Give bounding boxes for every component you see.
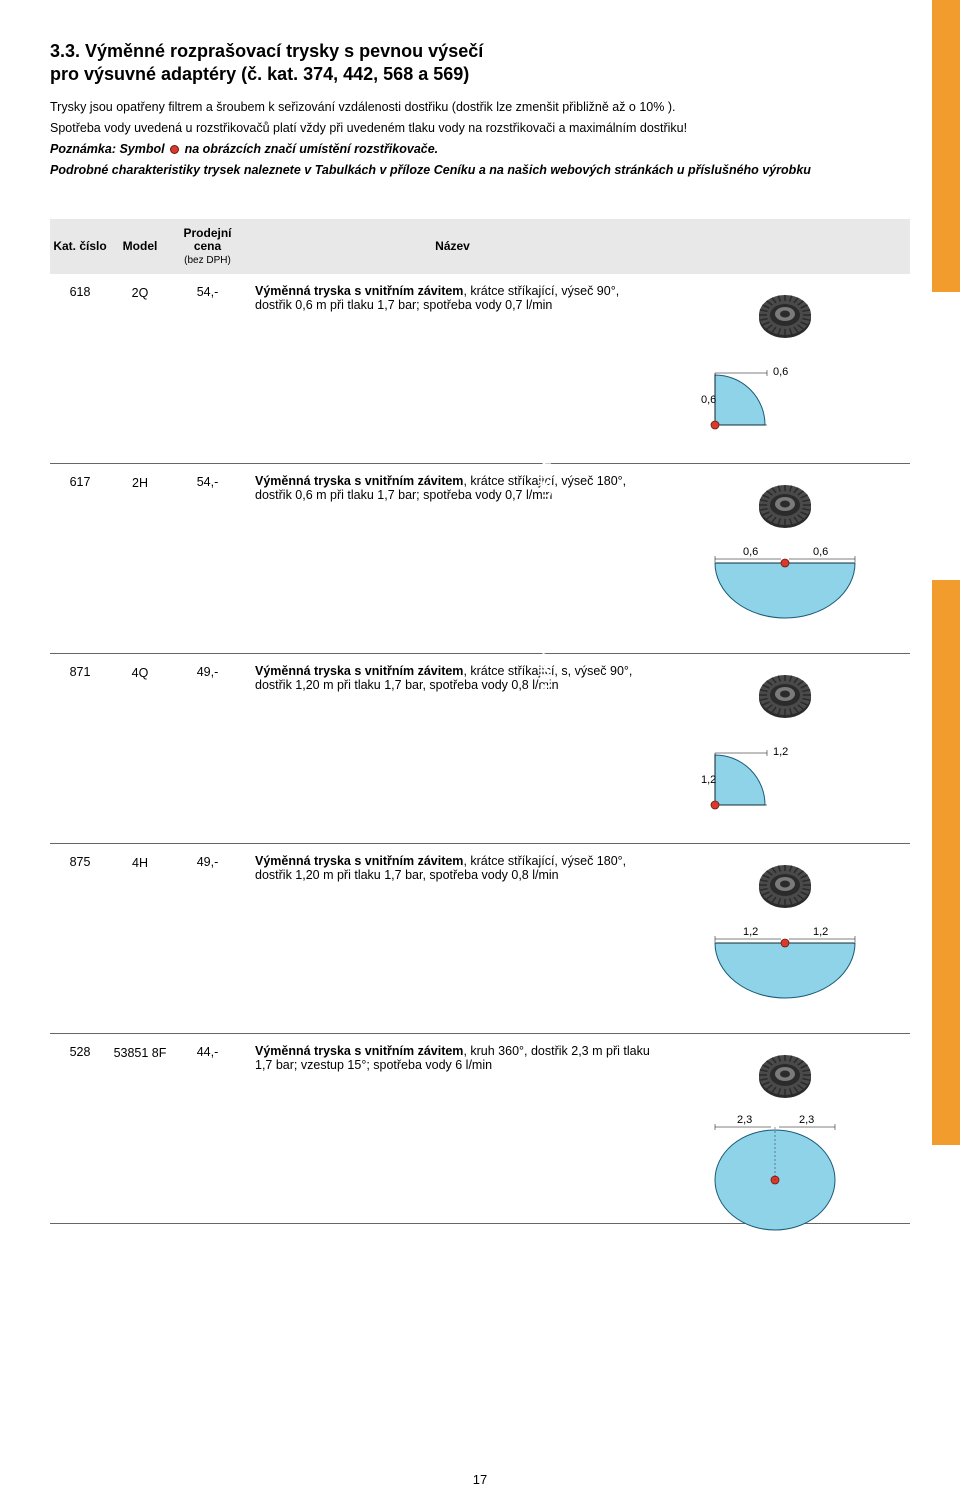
side-tab-top <box>932 0 960 292</box>
side-tab-label: Rozstřikovače, podpůrné příslušenství <box>538 300 556 860</box>
nozzle-image <box>755 480 815 532</box>
cell-price: 54,- <box>170 284 245 455</box>
svg-text:2,3: 2,3 <box>799 1114 814 1126</box>
spray-diagram: 1,2 1,2 <box>695 735 875 835</box>
header-price: Prodejní cena (bez DPH) <box>170 227 245 267</box>
nozzle-image <box>755 670 815 722</box>
svg-text:0,6: 0,6 <box>701 394 716 406</box>
side-tab-main: Rozstřikovače, podpůrné příslušenství <box>932 580 960 1145</box>
cell-price: 54,- <box>170 474 245 645</box>
section-title-line2: pro výsuvné adaptéry (č. kat. 374, 442, … <box>50 64 469 84</box>
svg-text:1,2: 1,2 <box>773 746 788 758</box>
table-row: 617 2H 54,- Výměnná tryska s vnitřním zá… <box>50 464 910 654</box>
cell-model: 2H <box>110 474 170 645</box>
intro-note2: Podrobné charakteristiky trysek naleznet… <box>50 162 910 179</box>
cell-kat: 871 <box>50 664 110 835</box>
cell-model: 2Q <box>110 284 170 455</box>
header-price-l2: cena <box>194 239 221 253</box>
cell-image: 0,6 0,6 <box>660 284 910 455</box>
table-header: Kat. číslo Model Prodejní cena (bez DPH)… <box>50 219 910 275</box>
intro-note-before: Poznámka: Symbol <box>50 142 165 156</box>
svg-text:0,6: 0,6 <box>773 366 788 378</box>
product-name-bold: Výměnná tryska s vnitřním závitem <box>255 1044 463 1058</box>
intro-note-after: na obrázcích značí umístění rozstřikovač… <box>185 142 439 156</box>
cell-kat: 875 <box>50 854 110 1025</box>
cell-price: 44,- <box>170 1044 245 1215</box>
table-row: 875 4H 49,- Výměnná tryska s vnitřním zá… <box>50 844 910 1034</box>
header-price-l1: Prodejní <box>183 226 231 240</box>
cell-model: 4H <box>110 854 170 1025</box>
table-row: 618 2Q 54,- Výměnná tryska s vnitřním zá… <box>50 274 910 464</box>
page: Rozstřikovače, podpůrné příslušenství 3.… <box>0 0 960 1503</box>
cell-price: 49,- <box>170 854 245 1025</box>
cell-kat: 528 <box>50 1044 110 1215</box>
cell-kat: 617 <box>50 474 110 645</box>
cell-model: 4Q <box>110 664 170 835</box>
cell-name: Výměnná tryska s vnitřním závitem, krátc… <box>245 474 660 645</box>
spray-diagram: 0,6 0,6 <box>695 355 875 455</box>
nozzle-image <box>755 1050 815 1102</box>
header-kat: Kat. číslo <box>50 240 110 253</box>
cell-model: 53851 8F <box>110 1044 170 1215</box>
cell-price: 49,- <box>170 664 245 835</box>
svg-text:1,2: 1,2 <box>743 926 758 938</box>
red-dot-icon <box>170 145 179 154</box>
table-row: 528 53851 8F 44,- Výměnná tryska s vnitř… <box>50 1034 910 1224</box>
cell-name: Výměnná tryska s vnitřním závitem, krátc… <box>245 284 660 455</box>
intro-p2: Spotřeba vody uvedená u rozstřikovačů pl… <box>50 120 910 137</box>
product-name-bold: Výměnná tryska s vnitřním závitem <box>255 664 463 678</box>
cell-image: 2,3 2,3 <box>660 1044 910 1215</box>
product-name-bold: Výměnná tryska s vnitřním závitem <box>255 284 463 298</box>
cell-image: 1,2 1,2 <box>660 854 910 1025</box>
header-name: Název <box>245 239 660 253</box>
section-title: 3.3. Výměnné rozprašovací trysky s pevno… <box>50 40 910 85</box>
header-price-l3: (bez DPH) <box>184 255 231 266</box>
header-model: Model <box>110 239 170 253</box>
rows-container: 618 2Q 54,- Výměnná tryska s vnitřním zá… <box>50 274 910 1224</box>
intro-block: Trysky jsou opatřeny filtrem a šroubem k… <box>50 99 910 179</box>
cell-name: Výměnná tryska s vnitřním závitem, krátc… <box>245 854 660 1025</box>
table-row: 871 4Q 49,- Výměnná tryska s vnitřním zá… <box>50 654 910 844</box>
product-table: Kat. číslo Model Prodejní cena (bez DPH)… <box>50 219 910 1225</box>
svg-text:0,6: 0,6 <box>813 546 828 558</box>
intro-note: Poznámka: Symbol na obrázcích značí umís… <box>50 141 910 158</box>
svg-text:1,2: 1,2 <box>813 926 828 938</box>
intro-p1: Trysky jsou opatřeny filtrem a šroubem k… <box>50 99 910 116</box>
nozzle-image <box>755 860 815 912</box>
product-name-bold: Výměnná tryska s vnitřním závitem <box>255 854 463 868</box>
page-number: 17 <box>0 1472 960 1487</box>
cell-name: Výměnná tryska s vnitřním závitem, kruh … <box>245 1044 660 1215</box>
product-name-bold: Výměnná tryska s vnitřním závitem <box>255 474 463 488</box>
section-title-line1: 3.3. Výměnné rozprašovací trysky s pevno… <box>50 41 483 61</box>
cell-name: Výměnná tryska s vnitřním závitem, krátc… <box>245 664 660 835</box>
spray-diagram: 2,3 2,3 <box>695 1115 875 1215</box>
svg-text:1,2: 1,2 <box>701 774 716 786</box>
spray-diagram: 1,2 1,2 <box>695 925 875 1025</box>
svg-text:0,6: 0,6 <box>743 546 758 558</box>
cell-image: 1,2 1,2 <box>660 664 910 835</box>
svg-text:2,3: 2,3 <box>737 1114 752 1126</box>
cell-image: 0,6 0,6 <box>660 474 910 645</box>
cell-kat: 618 <box>50 284 110 455</box>
nozzle-image <box>755 290 815 342</box>
spray-diagram: 0,6 0,6 <box>695 545 875 645</box>
